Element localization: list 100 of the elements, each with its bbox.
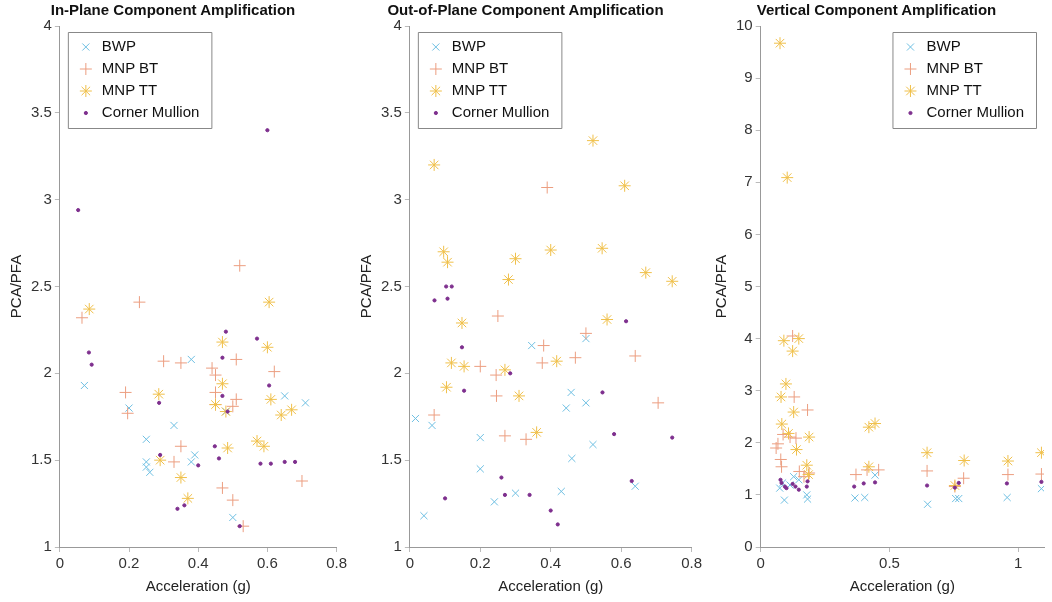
point [226,399,240,413]
y-tick-label: 3.5 [30,102,52,120]
point [792,332,806,346]
point [174,471,188,485]
point [782,426,795,440]
point [530,425,544,439]
point [229,392,243,406]
point [628,349,642,363]
y-tick-label: 1 [43,537,52,555]
chart-title: Vertical Component Amplification [756,1,997,19]
x-tick-label: 0.6 [610,554,632,572]
legend-label: MNP TT [926,81,982,99]
point [957,454,971,468]
point [455,316,469,330]
point [535,356,549,370]
y-tick-label: 2 [393,363,402,381]
point [775,417,789,431]
point [152,387,166,401]
point [457,359,471,373]
point [776,427,790,441]
legend-label: MNP TT [101,81,158,99]
y-tick-label: 10 [736,16,753,34]
point [153,453,167,467]
y-tick-label: 2 [744,432,753,450]
point [226,493,240,507]
point [651,396,665,410]
x-tick-label: 0.8 [326,554,347,572]
y-tick-label: 1 [744,485,753,503]
point [267,365,281,379]
point [775,460,789,474]
point [1001,454,1015,468]
x-tick-label: 0 [405,554,415,572]
point [769,441,783,455]
point [187,457,196,466]
legend-label: Corner Mullion [926,103,1025,121]
point [600,313,614,326]
point [121,406,135,420]
point [595,241,609,255]
point [215,335,229,349]
point [119,385,133,399]
point [439,380,453,394]
point [157,354,171,368]
y-tick-label: 3 [43,189,52,207]
point [868,417,882,431]
point [1037,484,1044,493]
point [618,179,632,193]
point [780,496,789,505]
y-tick-label: 9 [744,68,753,86]
point [145,468,154,477]
point [1003,493,1012,502]
chart-title: In-Plane Component Amplification [50,1,296,19]
legend-label: MNP BT [451,59,509,77]
point [250,434,264,448]
point [786,480,795,490]
x-axis-title: Acceleration (g) [145,577,251,595]
point [860,493,869,502]
point [132,295,146,309]
x-axis-title: Acceleration (g) [498,577,604,595]
point [774,452,788,466]
point [490,497,499,506]
legend-label: MNP BT [101,59,159,77]
y-tick-label: 7 [744,172,753,190]
point [427,408,441,422]
y-tick-label: 0 [744,537,753,555]
point [411,414,420,423]
point [274,408,288,422]
point [511,489,520,498]
point [257,439,271,453]
point [169,421,179,430]
x-tick-label: 0.6 [256,554,278,572]
point [519,432,533,446]
legend-label: BWP [926,37,961,55]
point [774,390,788,404]
x-tick-label: 0.5 [879,554,900,572]
legend-label: BWP [451,37,487,55]
point [586,134,600,148]
point [428,421,437,430]
x-tick-label: 0.2 [118,554,140,572]
point [444,356,458,370]
x-axis-title: Acceleration (g) [849,577,955,595]
point [954,494,963,503]
point [498,363,512,377]
x-tick-label: 0.4 [540,554,562,572]
point [236,519,250,533]
y-tick-label: 3.5 [380,102,402,120]
point [82,302,96,316]
point [777,334,791,348]
point [544,243,558,257]
y-tick-label: 1.5 [30,450,52,468]
point [491,309,505,323]
point [787,405,801,419]
legend-label: Corner Mullion [101,103,200,121]
point [862,420,876,434]
point [80,381,89,390]
x-tick-label: 0 [55,554,65,572]
x-tick-label: 0.4 [187,554,209,572]
point [473,359,487,373]
point [264,392,278,406]
point [215,481,229,495]
point [550,354,564,368]
